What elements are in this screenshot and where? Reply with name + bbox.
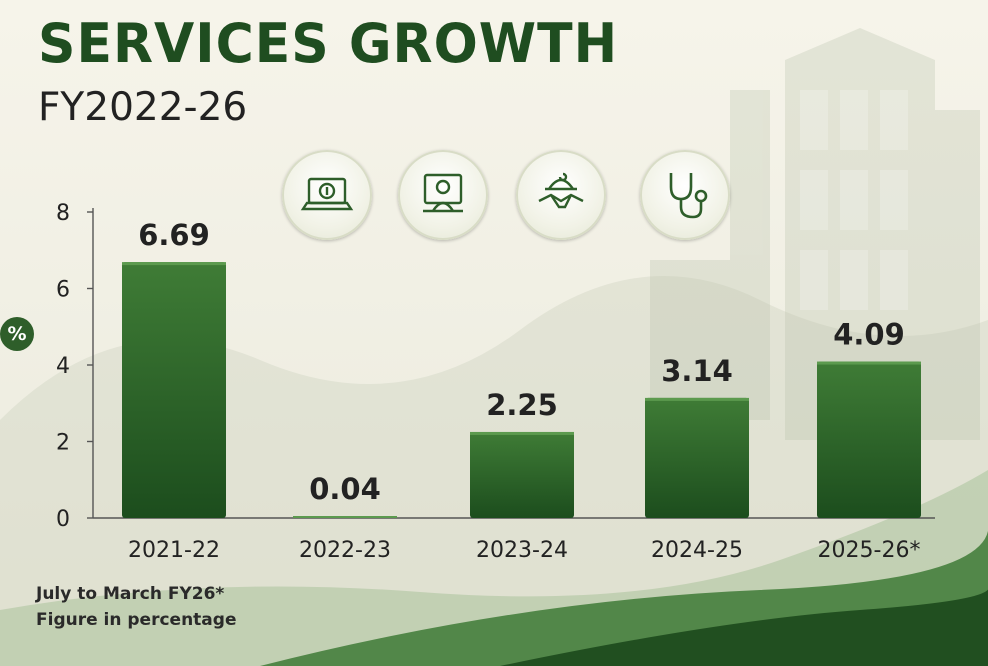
unit-badge: % — [0, 317, 34, 351]
x-tick-label-2025-26*: 2025-26* — [818, 538, 921, 563]
y-tick-label: 2 — [56, 431, 70, 456]
footnote-period: July to March FY26* — [36, 584, 225, 604]
data-label-2025-26*: 4.09 — [833, 318, 905, 352]
stethoscope-icon — [640, 150, 730, 240]
data-label-2023-24: 2.25 — [486, 388, 558, 422]
bar-highlight — [817, 361, 921, 365]
x-tick-label-2021-22: 2021-22 — [128, 538, 220, 563]
bar-highlight — [645, 397, 749, 401]
bar-highlight — [293, 516, 397, 518]
laptop-coin-icon — [282, 150, 372, 240]
bar-2021-22 — [122, 262, 226, 518]
bar-2025-26* — [817, 361, 921, 518]
x-tick-label-2024-25: 2024-25 — [651, 538, 743, 563]
x-tick-label-2023-24: 2023-24 — [476, 538, 568, 563]
bar-2023-24 — [470, 431, 574, 518]
data-label-2022-23: 0.04 — [309, 472, 381, 506]
page-title: SERVICES GROWTH — [38, 12, 619, 76]
y-tick-label: 4 — [56, 354, 70, 379]
bar-highlight — [122, 262, 226, 266]
bar-highlight — [470, 431, 574, 435]
bar-2024-25 — [645, 397, 749, 518]
footnote-unit: Figure in percentage — [36, 610, 237, 630]
y-tick-label: 8 — [56, 201, 70, 226]
page-subtitle: FY2022-26 — [38, 85, 248, 130]
handshake-mosque-icon — [516, 150, 606, 240]
person-at-desk-icon — [398, 150, 488, 240]
data-label-2024-25: 3.14 — [661, 354, 733, 388]
y-tick-label: 0 — [56, 507, 70, 532]
y-tick-label: 6 — [56, 278, 70, 303]
data-label-2021-22: 6.69 — [138, 218, 210, 252]
x-tick-label-2022-23: 2022-23 — [299, 538, 391, 563]
